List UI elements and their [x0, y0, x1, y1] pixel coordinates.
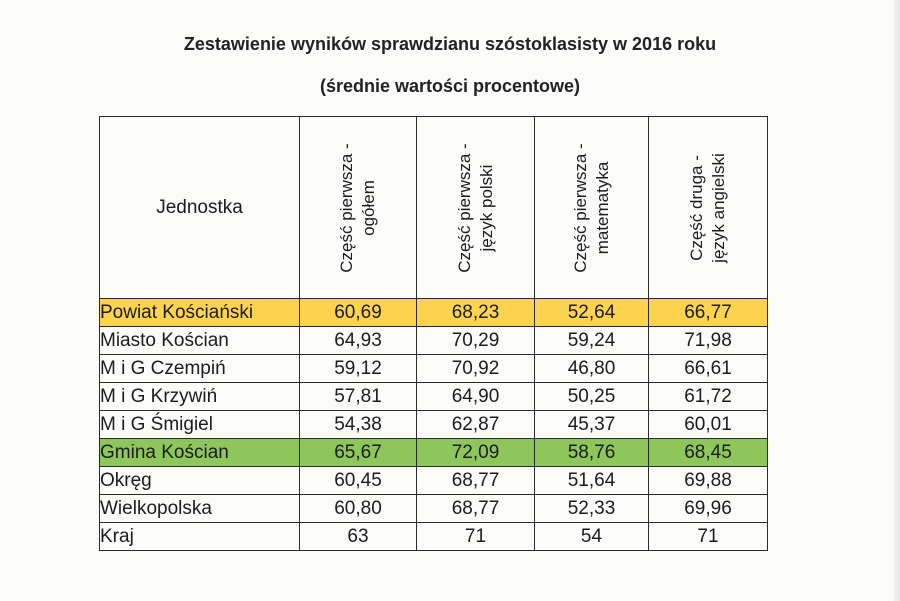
unit-column-header: Jednostka: [99, 116, 300, 299]
cell-value: 59,12: [299, 354, 417, 383]
header-row: Jednostka Część pierwsza - ogółem Część …: [99, 116, 768, 299]
cell-value: 46,80: [534, 354, 649, 383]
column-header-part1-math: Część pierwsza - matematyka: [534, 116, 649, 299]
document-title: Zestawienie wyników sprawdzianu szóstokl…: [183, 34, 717, 54]
table-row: Okręg 60,45 68,77 51,64 69,88: [99, 466, 768, 495]
table-row: M i G Krzywiń 57,81 64,90 50,25 61,72: [99, 382, 768, 411]
column-header-part1-total: Część pierwsza - ogółem: [299, 116, 417, 299]
cell-value: 68,45: [648, 438, 768, 467]
cell-value: 72,09: [416, 438, 535, 467]
cell-value: 51,64: [534, 466, 649, 495]
row-name: M i G Śmigiel: [99, 410, 300, 439]
cell-value: 71: [416, 522, 535, 551]
cell-value: 60,69: [299, 298, 417, 327]
column-header-line: matematyka: [592, 161, 612, 254]
table-row: M i G Śmigiel 54,38 62,87 45,37 60,01: [99, 410, 768, 439]
cell-value: 70,92: [416, 354, 535, 383]
cell-value: 69,88: [648, 466, 768, 495]
cell-value: 68,23: [416, 298, 535, 327]
results-table: Jednostka Część pierwsza - ogółem Część …: [99, 116, 768, 551]
cell-value: 66,77: [648, 298, 768, 327]
row-name: M i G Krzywiń: [99, 382, 300, 411]
table-row: Wielkopolska 60,80 68,77 52,33 69,96: [99, 494, 768, 523]
row-name: Okręg: [99, 466, 300, 495]
cell-value: 54: [534, 522, 649, 551]
table-row: M i G Czempiń 59,12 70,92 46,80 66,61: [99, 354, 768, 383]
row-name: Wielkopolska: [99, 494, 300, 523]
cell-value: 57,81: [299, 382, 417, 411]
cell-value: 64,90: [416, 382, 535, 411]
cell-value: 60,80: [299, 494, 417, 523]
table-row: Powiat Kościański 60,69 68,23 52,64 66,7…: [99, 298, 768, 327]
cell-value: 66,61: [648, 354, 768, 383]
cell-value: 45,37: [534, 410, 649, 439]
column-header-line: Część pierwsza -: [570, 142, 590, 273]
table-row: Gmina Kościan 65,67 72,09 58,76 68,45: [99, 438, 768, 467]
row-name: Gmina Kościan: [99, 438, 300, 467]
column-header-line: język polski: [476, 164, 496, 251]
table-row: Kraj 63 71 54 71: [99, 522, 768, 551]
document-subtitle: (średnie wartości procentowe): [319, 76, 581, 96]
cell-value: 65,67: [299, 438, 417, 467]
page-edge: [894, 0, 900, 601]
cell-value: 68,77: [416, 466, 535, 495]
row-name: M i G Czempiń: [99, 354, 300, 383]
cell-value: 69,96: [648, 494, 768, 523]
row-name: Miasto Kościan: [99, 326, 300, 355]
cell-value: 62,87: [416, 410, 535, 439]
cell-value: 63: [299, 522, 417, 551]
column-header-line: Część druga -: [687, 154, 706, 261]
cell-value: 52,33: [534, 494, 649, 523]
cell-value: 60,01: [648, 410, 768, 439]
cell-value: 60,45: [299, 466, 417, 495]
cell-value: 71: [648, 522, 768, 551]
cell-value: 58,76: [534, 438, 649, 467]
column-header-line: Część pierwsza -: [337, 142, 356, 273]
cell-value: 70,29: [416, 326, 535, 355]
cell-value: 71,98: [648, 326, 768, 355]
column-header-part2-english: Część druga - język angielski: [648, 116, 768, 299]
cell-value: 50,25: [534, 382, 649, 411]
column-header-part1-polish: Część pierwsza - język polski: [416, 116, 535, 299]
cell-value: 61,72: [648, 382, 768, 411]
cell-value: 64,93: [299, 326, 417, 355]
row-name: Powiat Kościański: [99, 298, 300, 327]
cell-value: 54,38: [299, 410, 417, 439]
column-header-line: Część pierwsza -: [454, 142, 474, 273]
column-header-line: język angielski: [709, 152, 728, 263]
cell-value: 68,77: [416, 494, 535, 523]
cell-value: 52,64: [534, 298, 649, 327]
cell-value: 59,24: [534, 326, 649, 355]
table-row: Miasto Kościan 64,93 70,29 59,24 71,98: [99, 326, 768, 355]
row-name: Kraj: [99, 522, 300, 551]
column-header-line: ogółem: [359, 179, 378, 236]
